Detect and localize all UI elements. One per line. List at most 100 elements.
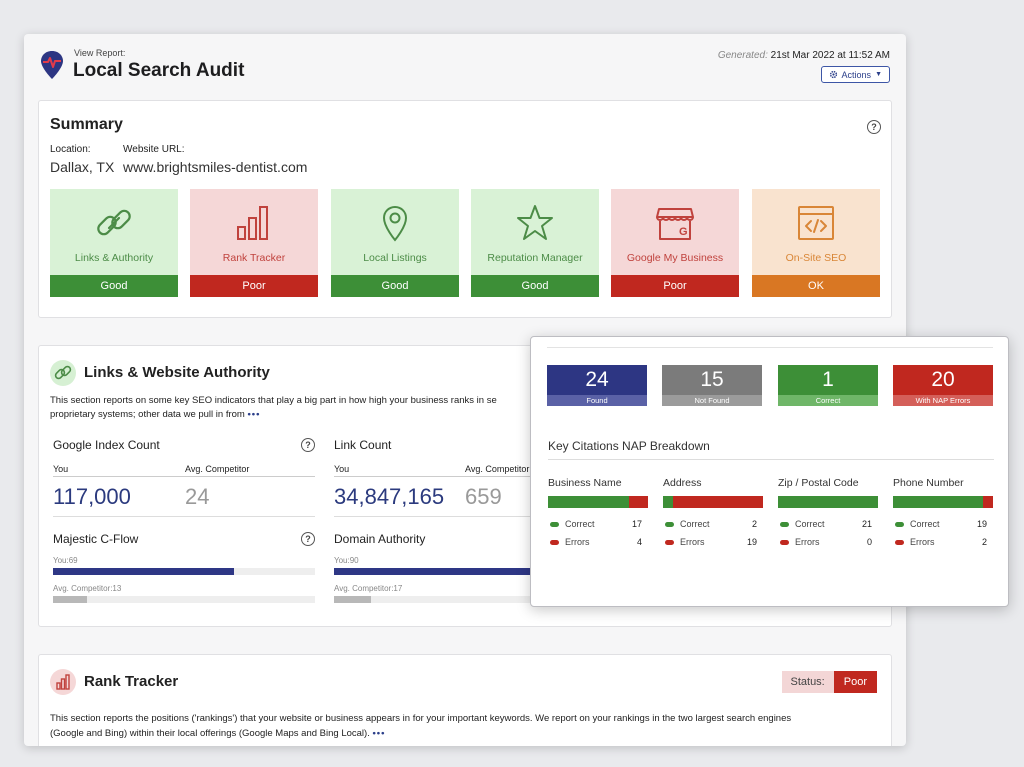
citations-panel: 24 Found 15 Not Found 1 Correct 20 With … (530, 336, 1009, 607)
website-url-label: Website URL: (123, 144, 185, 155)
correct-legend-dot (550, 522, 559, 527)
read-more-button[interactable]: ••• (247, 409, 261, 420)
you-bar-label: You:90 (334, 556, 359, 565)
stat-value: 20 (931, 368, 955, 391)
correct-legend-dot (665, 522, 674, 527)
tile-label: Rank Tracker (222, 252, 286, 264)
chevron-down-icon: ▼ (875, 71, 882, 78)
status-badge: Status: Poor (781, 671, 877, 693)
links-icon (54, 365, 72, 380)
you-value: 117,000 (53, 484, 131, 509)
errors-count: 19 (746, 537, 757, 547)
metric-title: Majestic C-Flow (53, 532, 139, 546)
tile-local-listings[interactable]: Local Listings Good (331, 189, 459, 297)
divider (548, 459, 994, 460)
rank-tracker-card: Rank Tracker Status: Poor This section r… (38, 654, 892, 746)
google-index-help-icon[interactable]: ? (301, 438, 315, 452)
correct-row: Correct 21 (778, 519, 878, 531)
location-value: Dallax, TX (50, 159, 115, 175)
majestic-cflow-metric: Majestic C-Flow ? You:69 Avg. Competitor… (53, 532, 315, 612)
competitor-value: 659 (465, 484, 502, 509)
divider (53, 476, 315, 477)
code-window-icon (798, 206, 834, 240)
you-bar-fill (53, 568, 234, 575)
tile-label: Links & Authority (74, 252, 154, 264)
metric-title: Domain Authority (334, 532, 426, 546)
errors-row: Errors 19 (663, 537, 763, 549)
gear-icon (829, 70, 837, 79)
nap-bar (663, 496, 763, 508)
nap-column-title: Zip / Postal Code (778, 477, 859, 489)
competitor-bar-label: Avg. Competitor:13 (53, 584, 122, 593)
errors-legend-dot (550, 540, 559, 545)
page-title: Local Search Audit (73, 60, 245, 81)
nap-column-zip: Zip / Postal Code Correct 21 Errors 0 (778, 477, 878, 547)
tile-body: Links & Authority (50, 189, 178, 275)
summary-tiles: Links & Authority Good Rank Tracker (50, 189, 880, 297)
correct-label: Correct (680, 519, 710, 529)
actions-button[interactable]: Actions ▼ (820, 66, 890, 83)
divider (53, 516, 315, 517)
stat-label: Correct (778, 395, 878, 406)
website-url-value: www.brightsmiles-dentist.com (123, 159, 308, 175)
errors-label: Errors (680, 537, 705, 547)
links-section-icon (50, 360, 76, 386)
competitor-column-label: Avg. Competitor (465, 464, 530, 474)
nap-bar-correct-fill (778, 496, 878, 508)
competitor-bar-fill (334, 596, 372, 603)
links-section-title: Links & Website Authority (84, 364, 270, 381)
bar-chart-icon (237, 206, 268, 240)
tile-on-site-seo[interactable]: On-Site SEO OK (752, 189, 880, 297)
rank-description: This section reports the positions ('ran… (50, 711, 880, 741)
cflow-help-icon[interactable]: ? (301, 532, 315, 546)
nap-bar-correct-fill (893, 496, 984, 508)
summary-title: Summary (50, 116, 123, 133)
nap-bar (778, 496, 878, 508)
correct-legend-dot (780, 522, 789, 527)
competitor-bar-track (53, 596, 315, 603)
view-report-label: View Report: (74, 48, 126, 58)
status-label: Status: (781, 671, 834, 693)
status-value: Poor (833, 671, 877, 693)
nap-column-business-name: Business Name Correct 17 Errors 4 (548, 477, 648, 547)
errors-legend-dot (895, 540, 904, 545)
tile-label: Google My Business (626, 252, 724, 264)
correct-row: Correct 2 (663, 519, 763, 531)
tile-body: On-Site SEO (752, 189, 880, 275)
generated-value: 21st Mar 2022 at 11:52 AM (770, 50, 890, 61)
generated-timestamp: Generated: 21st Mar 2022 at 11:52 AM (718, 50, 890, 61)
correct-label: Correct (795, 519, 825, 529)
nap-column-title: Phone Number (893, 477, 964, 489)
tile-links-authority[interactable]: Links & Authority Good (50, 189, 178, 297)
tile-google-my-business[interactable]: G Google My Business Poor (611, 189, 739, 297)
rank-desc-line-2: (Google and Bing) within their local off… (50, 728, 370, 739)
nap-column-address: Address Correct 2 Errors 19 (663, 477, 763, 547)
errors-legend-dot (780, 540, 789, 545)
you-column-label: You (53, 464, 69, 474)
errors-label: Errors (910, 537, 935, 547)
stat-nap-errors: 20 With NAP Errors (893, 365, 993, 406)
nap-bar-correct-fill (548, 496, 629, 508)
correct-count: 19 (976, 519, 987, 529)
brand-logo-icon (41, 51, 63, 79)
star-icon (517, 205, 553, 240)
tile-status: Poor (190, 275, 318, 297)
tile-rank-tracker[interactable]: Rank Tracker Poor (190, 189, 318, 297)
bar-chart-icon (56, 674, 70, 690)
correct-count: 21 (861, 519, 872, 529)
correct-legend-dot (895, 522, 904, 527)
tile-status: Poor (611, 275, 739, 297)
you-column-label: You (334, 464, 350, 474)
rank-section-icon (50, 669, 76, 695)
summary-help-icon[interactable]: ? (867, 120, 881, 134)
read-more-button[interactable]: ••• (372, 728, 386, 739)
correct-row: Correct 19 (893, 519, 993, 531)
tile-label: Reputation Manager (487, 252, 583, 264)
divider (334, 476, 554, 477)
competitor-bar-track (334, 596, 554, 603)
tile-reputation-manager[interactable]: Reputation Manager Good (471, 189, 599, 297)
nap-bar (548, 496, 648, 508)
errors-label: Errors (795, 537, 820, 547)
you-value: 34,847,165 (334, 484, 445, 509)
stat-value: 1 (822, 368, 834, 391)
